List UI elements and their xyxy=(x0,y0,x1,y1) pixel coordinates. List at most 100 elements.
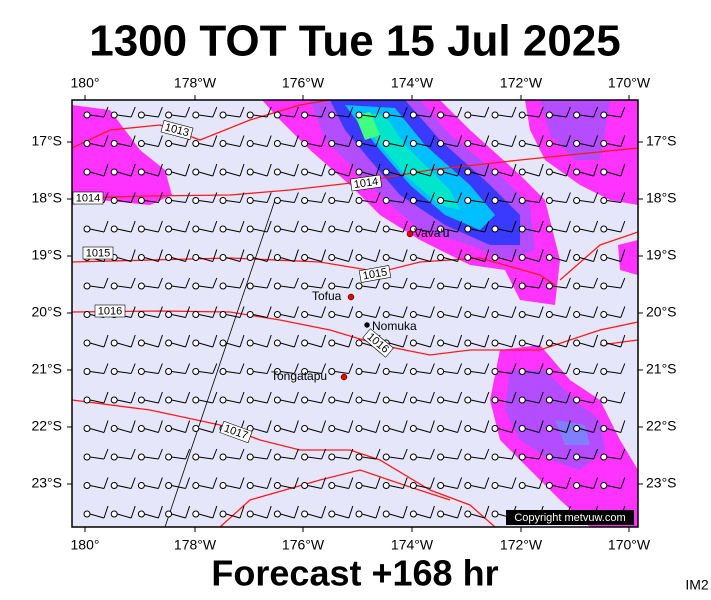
barb-staff xyxy=(144,428,159,433)
barb-staff xyxy=(361,399,377,404)
wind-barb xyxy=(573,249,599,262)
barb-flag xyxy=(375,220,381,233)
barb-staff xyxy=(198,371,213,374)
wind-barb xyxy=(110,163,136,177)
barb-station xyxy=(83,482,91,489)
barb-staff xyxy=(552,428,567,433)
barb-staff xyxy=(389,314,404,318)
isobar-label: 1015 xyxy=(86,247,110,259)
wind-barb xyxy=(301,106,327,119)
barb-flag xyxy=(375,135,381,147)
wind-barb xyxy=(409,220,435,233)
barb-staff xyxy=(497,200,513,203)
wind-barb xyxy=(246,192,272,204)
barb-station xyxy=(545,368,553,375)
barb-station xyxy=(328,425,336,432)
barb-flag xyxy=(157,334,163,348)
wind-barb xyxy=(273,163,299,177)
wind-barb xyxy=(545,106,571,119)
barb-station xyxy=(301,482,309,489)
barb-station xyxy=(437,482,445,489)
wind-barb xyxy=(219,448,245,461)
wind-barb xyxy=(518,135,544,147)
barb-station xyxy=(110,425,118,432)
barb-station xyxy=(545,225,553,233)
barb-flag xyxy=(293,135,299,147)
barb-flag xyxy=(185,249,191,262)
wind-barb xyxy=(110,220,136,233)
barb-staff xyxy=(525,143,540,147)
precipitation xyxy=(72,100,638,527)
barb-flag xyxy=(266,163,272,177)
barb-staff xyxy=(334,314,349,318)
barb-flag xyxy=(266,448,272,460)
wind-barb xyxy=(165,306,191,318)
barb-station xyxy=(219,339,227,347)
barb-flag xyxy=(402,277,408,289)
barb-flag xyxy=(511,163,517,177)
barb-staff xyxy=(117,456,132,460)
wind-barb xyxy=(518,420,544,433)
wind-barb xyxy=(137,135,163,147)
barb-staff xyxy=(117,143,132,147)
barb-flag xyxy=(157,391,163,404)
barb-staff xyxy=(579,371,594,374)
wind-barb xyxy=(409,192,435,204)
barb-staff xyxy=(225,342,241,348)
left-axis-label: 22°S xyxy=(31,418,62,434)
wind-barb xyxy=(110,106,136,119)
barb-staff xyxy=(253,513,268,519)
wind-barb xyxy=(83,106,109,119)
barb-flag xyxy=(538,334,544,348)
barb-station xyxy=(545,168,553,176)
barb-station xyxy=(409,140,417,147)
wind-barb xyxy=(382,505,408,519)
wind-barb xyxy=(192,306,218,318)
barb-flag xyxy=(457,220,463,233)
barb-station xyxy=(273,510,281,518)
barb-flag xyxy=(565,477,571,489)
wind-barb xyxy=(491,363,517,375)
top-axis-label: 176°W xyxy=(282,75,325,91)
barb-station xyxy=(301,453,309,461)
barb-flag xyxy=(538,220,544,233)
wind-barb xyxy=(437,334,463,348)
barb-flag xyxy=(375,448,381,460)
wind-barb xyxy=(137,220,163,233)
barb-flag xyxy=(538,249,544,262)
barb-staff xyxy=(171,200,186,203)
barb-flag xyxy=(348,163,354,177)
wind-barb xyxy=(355,363,381,375)
wind-barb xyxy=(219,334,245,348)
barb-flag xyxy=(484,448,490,460)
bottom-axis-label: 176°W xyxy=(282,537,325,553)
wind-barb xyxy=(355,249,381,262)
barb-flag xyxy=(484,334,490,348)
wind-barb xyxy=(464,135,490,147)
barb-station xyxy=(83,425,91,432)
wind-barb xyxy=(246,477,272,489)
barb-flag xyxy=(130,106,136,118)
place-name: Nomuka xyxy=(372,319,417,333)
barb-flag xyxy=(185,391,191,404)
barb-flag xyxy=(239,277,245,289)
wind-barb xyxy=(83,163,109,177)
barb-staff xyxy=(525,171,540,177)
wind-barb xyxy=(518,163,544,177)
barb-flag xyxy=(593,249,599,262)
barb-flag xyxy=(593,220,599,233)
barb-staff xyxy=(470,143,485,147)
barb-staff xyxy=(307,342,322,348)
barb-station xyxy=(192,225,200,233)
wind-barb xyxy=(437,163,463,177)
barb-station xyxy=(273,225,281,233)
barb-staff xyxy=(225,200,241,203)
wind-barb xyxy=(355,163,381,177)
wind-barb xyxy=(246,163,272,177)
barb-flag xyxy=(511,363,517,374)
barb-flag xyxy=(511,249,517,262)
barb-flag xyxy=(321,249,327,262)
isobar-label-box xyxy=(82,246,114,260)
barb-station xyxy=(165,168,173,176)
barb-station xyxy=(545,425,553,432)
